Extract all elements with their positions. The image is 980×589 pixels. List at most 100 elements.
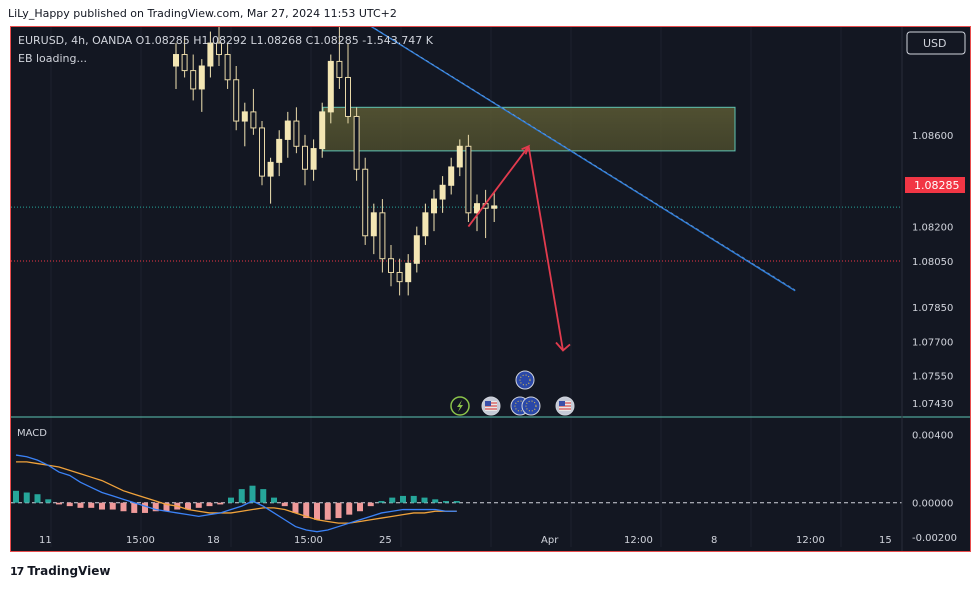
candle-body bbox=[474, 203, 480, 214]
flag-stars bbox=[525, 400, 537, 412]
downtrend-line[interactable] bbox=[360, 27, 796, 292]
candle-body bbox=[293, 120, 300, 147]
candle-body bbox=[448, 166, 455, 186]
macd-hist-bar bbox=[335, 502, 342, 519]
eu-flag-icon[interactable] bbox=[515, 370, 535, 390]
macd-hist-bar bbox=[303, 502, 310, 519]
candle-body bbox=[405, 262, 412, 283]
time-tick: Apr bbox=[541, 535, 559, 546]
macd-tick: 0.00400 bbox=[912, 431, 953, 442]
macd-hist-bar bbox=[367, 502, 374, 507]
candle-body bbox=[336, 60, 343, 78]
trendline-segment bbox=[370, 27, 796, 292]
macd-hist-bar bbox=[443, 501, 449, 503]
candle-body bbox=[224, 54, 231, 81]
macd-hist-bar bbox=[23, 492, 30, 503]
candle-body bbox=[173, 54, 179, 67]
candle-body bbox=[353, 115, 360, 170]
macd-hist-bar bbox=[77, 502, 84, 508]
candlestick-series bbox=[173, 27, 498, 296]
candle-body bbox=[241, 111, 248, 122]
candle-body bbox=[327, 60, 334, 113]
macd-hist-bar bbox=[152, 502, 159, 512]
current-price-label: 1.08285 bbox=[914, 179, 960, 192]
time-tick: 15:00 bbox=[126, 535, 155, 546]
time-tick: 12:00 bbox=[796, 535, 825, 546]
candle-body bbox=[413, 235, 420, 264]
us-flag-icon[interactable] bbox=[481, 396, 501, 416]
candle-body bbox=[465, 145, 472, 214]
macd-hist-bar bbox=[421, 497, 428, 503]
macd-hist-bar bbox=[195, 502, 202, 508]
macd-hist-bar bbox=[314, 502, 320, 520]
forecast-arrows[interactable] bbox=[467, 144, 571, 352]
currency-button[interactable]: USD bbox=[906, 31, 966, 55]
candle-body bbox=[190, 70, 197, 90]
price-tick: 1.08050 bbox=[912, 257, 953, 268]
candle-body bbox=[233, 79, 240, 122]
macd-hist-bar bbox=[238, 489, 245, 503]
macd-hist-bar bbox=[324, 502, 331, 520]
candle-body bbox=[370, 212, 377, 237]
trendline-highlight bbox=[372, 27, 796, 291]
event-ring bbox=[515, 370, 535, 390]
candle-body bbox=[207, 42, 214, 67]
candle-body bbox=[388, 258, 394, 273]
macd-hist-bar bbox=[66, 502, 73, 507]
time-tick: 25 bbox=[379, 535, 392, 546]
macd-hist-bar bbox=[400, 495, 406, 503]
economic-events[interactable] bbox=[450, 370, 575, 416]
brand-name: TradingView bbox=[27, 564, 111, 578]
arrow-head bbox=[555, 341, 571, 352]
us-flag-icon[interactable] bbox=[555, 396, 575, 416]
macd-hist-bar bbox=[217, 502, 224, 505]
eu-flag-icon[interactable] bbox=[521, 396, 541, 416]
arrow-head bbox=[521, 144, 531, 155]
macd-hist-bar bbox=[206, 502, 213, 507]
chart-svg[interactable]: 1.086001.084001.082001.080501.078501.077… bbox=[11, 27, 970, 551]
candle-body bbox=[259, 127, 265, 177]
macd-tick: 0.00000 bbox=[912, 499, 953, 510]
price-tick: 1.07430 bbox=[912, 399, 953, 410]
event-ring bbox=[521, 396, 541, 416]
macd-hist-bar bbox=[357, 502, 363, 512]
event-bolt bbox=[457, 400, 463, 412]
macd-hist-bar bbox=[249, 485, 256, 503]
candle-body bbox=[422, 212, 429, 237]
candle-body bbox=[310, 148, 317, 170]
candle-body bbox=[396, 271, 403, 283]
price-tick: 1.07550 bbox=[912, 372, 953, 383]
macd-hist-bar bbox=[453, 501, 460, 503]
macd-hist-bar bbox=[45, 499, 52, 503]
loading-text: EB loading... bbox=[18, 52, 87, 65]
time-tick: 11 bbox=[39, 535, 52, 546]
macd-hist-bar bbox=[378, 501, 385, 503]
candle-body bbox=[456, 145, 463, 168]
macd-hist-bar bbox=[56, 502, 62, 505]
flag-canton bbox=[559, 401, 565, 406]
macd-hist-bar bbox=[432, 499, 439, 503]
time-tick: 12:00 bbox=[624, 535, 653, 546]
macd-pane bbox=[11, 416, 970, 533]
candle-body bbox=[362, 168, 369, 237]
tradingview-logo-icon: 17 bbox=[10, 564, 24, 578]
macd-hist-bar bbox=[281, 502, 288, 507]
macd-hist-bar bbox=[292, 502, 299, 513]
resistance-zone[interactable] bbox=[322, 106, 736, 152]
time-axis[interactable]: 11 15:00 18 15:00 25 Apr 12:00 8 12:00 15 bbox=[39, 535, 892, 546]
candle-body bbox=[319, 111, 326, 150]
macd-tick: -0.00200 bbox=[912, 533, 957, 544]
macd-hist-bar bbox=[13, 490, 19, 503]
time-tick: 8 bbox=[711, 535, 717, 546]
macd-hist-bar bbox=[228, 497, 234, 503]
flag-canton bbox=[485, 401, 491, 406]
candle-body bbox=[198, 65, 205, 90]
macd-line bbox=[15, 454, 457, 533]
price-tick: 1.08600 bbox=[912, 131, 953, 142]
macd-hist-bar bbox=[163, 502, 170, 512]
current-price-tag: 1.08285 bbox=[905, 177, 965, 193]
macd-hist-bar bbox=[185, 502, 191, 510]
lightning-icon[interactable] bbox=[450, 396, 470, 416]
symbol-legend[interactable]: EURUSD, 4h, OANDA O1.08285 H1.08292 L1.0… bbox=[18, 34, 434, 47]
candle-body bbox=[345, 76, 351, 117]
